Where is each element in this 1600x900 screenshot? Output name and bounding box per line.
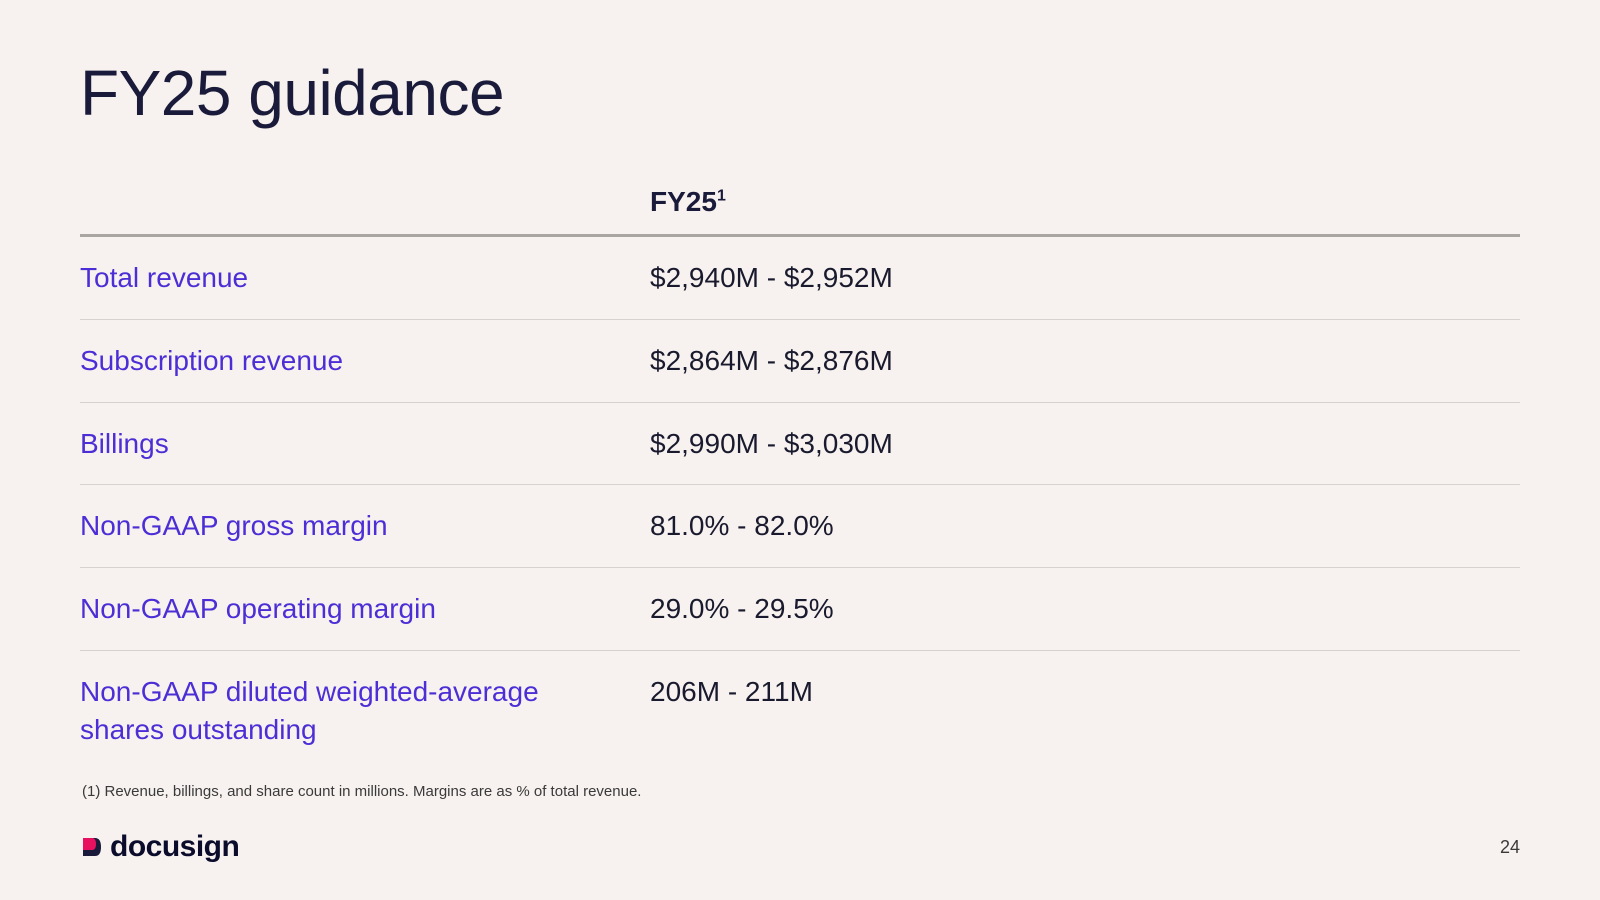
column-header-text: FY25 [650, 186, 717, 217]
table-row: Non-GAAP diluted weighted-average shares… [80, 651, 1520, 771]
metric-value: 29.0% - 29.5% [650, 590, 1520, 628]
docusign-logo-icon [80, 835, 104, 859]
page-number: 24 [1500, 837, 1520, 858]
brand-logo: docusign [80, 830, 239, 864]
metric-value: $2,990M - $3,030M [650, 425, 1520, 463]
metric-label: Subscription revenue [80, 342, 650, 380]
guidance-table: FY251 Total revenue $2,940M - $2,952M Su… [80, 186, 1520, 771]
brand-name: docusign [110, 830, 239, 864]
table-row: Total revenue $2,940M - $2,952M [80, 237, 1520, 320]
metric-value: $2,940M - $2,952M [650, 259, 1520, 297]
metric-label: Billings [80, 425, 650, 463]
table-header-spacer [80, 186, 650, 218]
table-header-row: FY251 [80, 186, 1520, 237]
table-column-header: FY251 [650, 186, 1520, 218]
page-title: FY25 guidance [80, 56, 1520, 130]
metric-label: Non-GAAP gross margin [80, 507, 650, 545]
metric-label: Non-GAAP diluted weighted-average shares… [80, 673, 650, 749]
footnote: (1) Revenue, billings, and share count i… [82, 783, 1520, 800]
metric-label: Total revenue [80, 259, 650, 297]
column-header-sup: 1 [717, 188, 726, 205]
table-row: Non-GAAP gross margin 81.0% - 82.0% [80, 485, 1520, 568]
table-row: Billings $2,990M - $3,030M [80, 403, 1520, 486]
metric-value: $2,864M - $2,876M [650, 342, 1520, 380]
metric-value: 81.0% - 82.0% [650, 507, 1520, 545]
metric-value: 206M - 211M [650, 673, 1520, 711]
table-row: Non-GAAP operating margin 29.0% - 29.5% [80, 568, 1520, 651]
table-row: Subscription revenue $2,864M - $2,876M [80, 320, 1520, 403]
footer: docusign [80, 830, 239, 864]
slide-container: FY25 guidance FY251 Total revenue $2,940… [0, 0, 1600, 900]
metric-label: Non-GAAP operating margin [80, 590, 650, 628]
